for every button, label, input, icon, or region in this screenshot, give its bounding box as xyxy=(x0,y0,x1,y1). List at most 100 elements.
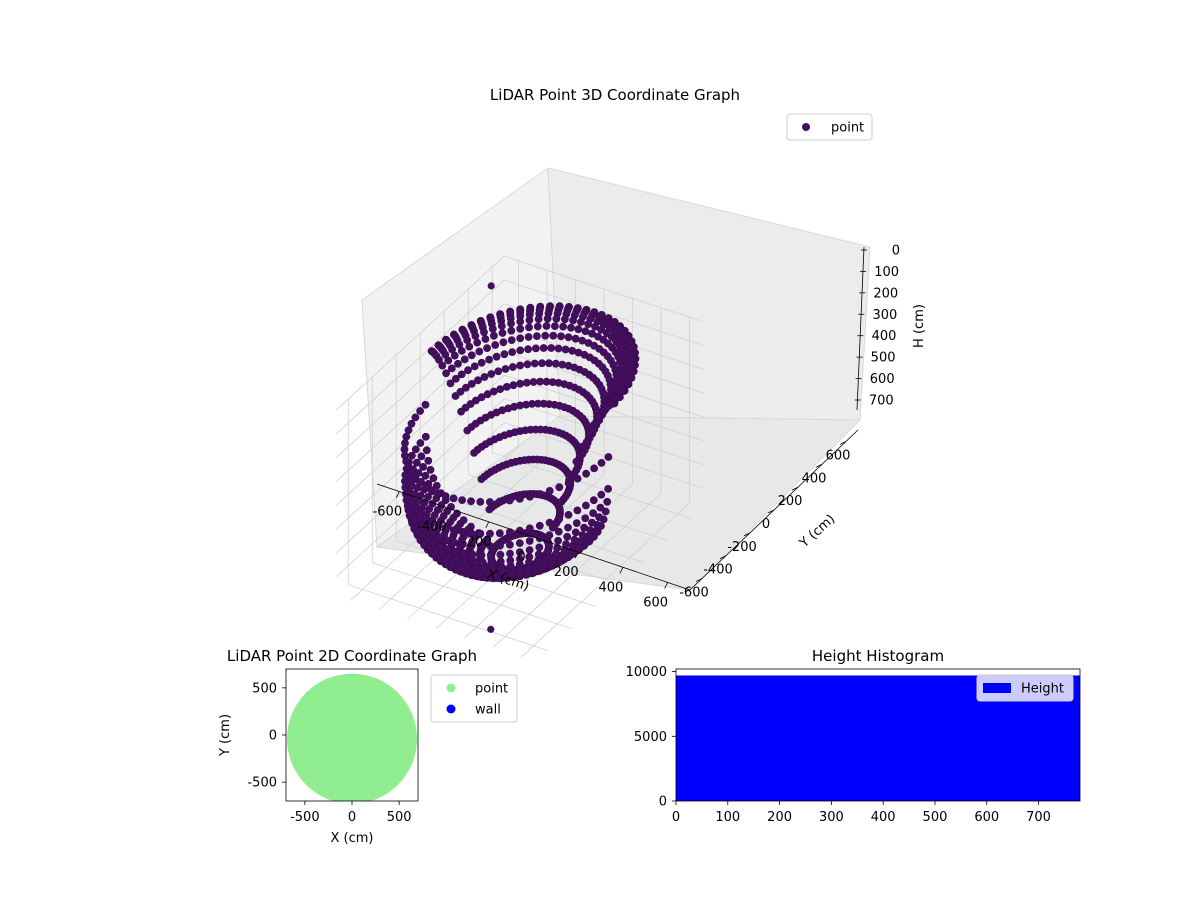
lidar-point xyxy=(591,322,599,331)
legend-3d-frame xyxy=(786,113,873,141)
lidar-point xyxy=(599,407,608,416)
grid-line-y xyxy=(347,399,548,651)
x-tick-label: -400 xyxy=(417,520,447,535)
lidar-point xyxy=(545,531,554,540)
lidar-point xyxy=(463,426,472,435)
x-tick-label: 100 xyxy=(715,810,740,825)
lidar-point xyxy=(422,526,431,535)
lidar-point xyxy=(516,317,525,326)
lidar-point xyxy=(464,366,472,375)
y-tick-mark xyxy=(743,532,751,537)
lidar-point xyxy=(436,542,445,551)
histogram-legend: Height xyxy=(976,674,1074,702)
x-tick-label: 600 xyxy=(974,810,999,825)
scatter-3d-chart: LiDAR Point 3D Coordinate Graph -600 -400… xyxy=(335,86,927,658)
z-axis-3d-ticks: 0 100 200 300 400 500 600 700 xyxy=(854,244,900,409)
x-tick-mark xyxy=(440,506,445,513)
legend-2d-point-marker xyxy=(446,683,456,693)
lidar-point xyxy=(557,497,566,506)
lidar-point xyxy=(427,517,436,526)
lidar-point xyxy=(499,338,508,347)
lidar-point xyxy=(470,362,479,371)
x-tick-mark xyxy=(664,582,669,589)
lidar-point xyxy=(486,529,494,538)
y-tick-label: 0 xyxy=(269,729,277,744)
y-tick-label: 200 xyxy=(778,494,803,509)
lidar-point xyxy=(597,325,606,334)
grid-line-y xyxy=(395,355,596,607)
lidar-point xyxy=(434,489,443,498)
lidar-point xyxy=(509,381,518,390)
lidar-point xyxy=(412,518,421,526)
lidar-point xyxy=(590,464,598,473)
legend-3d-point-marker xyxy=(802,123,810,131)
lidar-point xyxy=(539,344,548,352)
lidar-point xyxy=(447,364,456,373)
lidar-point xyxy=(451,547,460,556)
lidar-point xyxy=(516,324,525,333)
lidar-point xyxy=(516,334,525,343)
lidar-point xyxy=(515,548,524,556)
legend-3d-point-label: point xyxy=(831,121,864,136)
lidar-point xyxy=(542,322,551,330)
lidar-point xyxy=(467,497,475,506)
lidar-point xyxy=(458,527,467,536)
lidar-point xyxy=(451,392,460,400)
lidar-point xyxy=(444,356,453,365)
lidar-point xyxy=(581,327,590,336)
lidar-point xyxy=(496,550,505,559)
lidar-point xyxy=(449,526,458,534)
lidar-point xyxy=(430,539,438,548)
lidar-point xyxy=(562,540,570,548)
lidar-point xyxy=(604,484,612,493)
y-tick-label: 500 xyxy=(252,681,277,696)
lidar-point xyxy=(588,518,596,527)
lidar-point xyxy=(424,535,432,544)
lidar-point xyxy=(426,465,435,474)
lidar-point xyxy=(568,346,577,355)
lidar-point xyxy=(559,322,567,331)
lidar-point xyxy=(563,532,572,541)
z-tick-label: 600 xyxy=(870,372,895,387)
lidar-point xyxy=(534,550,543,559)
lidar-point xyxy=(449,494,458,503)
lidar-point xyxy=(465,342,474,351)
y-tick-mark xyxy=(815,463,823,468)
lidar-point xyxy=(473,338,482,347)
z-axis-3d-label: H (cm) xyxy=(912,304,927,348)
lidar-point xyxy=(557,332,565,341)
lidar-point xyxy=(458,540,467,549)
lidar-point xyxy=(551,322,559,330)
lidar-point xyxy=(545,486,554,495)
lidar-point xyxy=(580,523,588,532)
z-tick-label: 0 xyxy=(892,244,900,259)
x-tick-mark xyxy=(574,551,579,559)
x-tick-label: 200 xyxy=(767,810,792,825)
lidar-point xyxy=(474,376,482,385)
x-tick-label: -600 xyxy=(373,505,403,520)
legend-2d: point wall xyxy=(430,674,518,723)
x-tick-label: 0 xyxy=(348,810,356,825)
lidar-point xyxy=(552,314,561,323)
x-tick-label: 500 xyxy=(387,810,412,825)
point-cloud-3d xyxy=(400,282,640,633)
lidar-point xyxy=(421,482,430,491)
lidar-point xyxy=(603,497,612,506)
lidar-point xyxy=(506,556,515,565)
z-tick-label: 500 xyxy=(871,351,896,366)
lidar-point xyxy=(543,314,552,323)
x-tick-label: 0 xyxy=(517,550,525,565)
lidar-point xyxy=(469,557,478,566)
lidar-point xyxy=(476,542,485,550)
lidar-point xyxy=(417,452,426,461)
y-tick-label: -200 xyxy=(727,540,757,555)
z-tick-label: 400 xyxy=(872,329,897,344)
y-tick-label: 400 xyxy=(802,471,827,486)
x-tick-label: -500 xyxy=(290,810,320,825)
lidar-point xyxy=(601,507,610,516)
y-tick-label: 5000 xyxy=(634,730,667,745)
x-tick-label: 500 xyxy=(923,810,948,825)
lidar-point xyxy=(402,432,411,441)
lidar-point xyxy=(545,518,554,527)
lidar-point xyxy=(578,531,587,539)
